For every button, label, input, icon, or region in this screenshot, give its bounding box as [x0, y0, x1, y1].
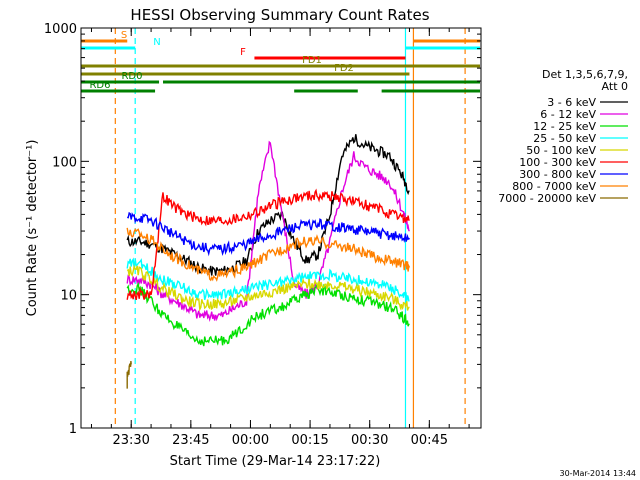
- y-tick-label: 1000: [44, 22, 77, 37]
- series-line: [126, 257, 410, 302]
- flag-label: F: [240, 47, 246, 58]
- chart-title: HESSI Observing Summary Count Rates: [130, 6, 429, 24]
- legend-label: 25 - 50 keV: [533, 132, 596, 145]
- series-line: [126, 211, 411, 257]
- x-tick-label: 00:30: [351, 433, 388, 448]
- flag-label: RD0: [121, 71, 142, 82]
- y-axis-label: Count Rate (s⁻¹ detector⁻¹): [25, 140, 40, 317]
- series-line: [126, 134, 410, 276]
- plot-area: S N F FD1 FD2 RD0 RD6: [81, 28, 480, 428]
- x-tick-label: 00:00: [232, 433, 269, 448]
- legend-label: 100 - 300 keV: [519, 156, 596, 169]
- legend-header: Det 1,3,5,6,7,9,: [542, 68, 628, 81]
- flag-label: FD2: [334, 63, 354, 74]
- legend-label: 3 - 6 keV: [547, 96, 596, 109]
- legend-header: Att 0: [602, 80, 628, 93]
- legend-label: 7000 - 20000 keV: [498, 192, 596, 205]
- x-tick-label: 00:15: [291, 433, 328, 448]
- legend-label: 300 - 800 keV: [519, 168, 596, 181]
- series-line: [126, 264, 410, 312]
- x-tick-label: 23:30: [112, 433, 149, 448]
- y-tick-label: 10: [60, 289, 77, 304]
- series-line: [126, 140, 410, 323]
- series-line: [126, 281, 410, 347]
- legend-label: 12 - 25 keV: [533, 120, 596, 133]
- y-tick-label: 1: [69, 422, 77, 437]
- plot-frame: [80, 27, 482, 429]
- flag-label: N: [153, 37, 160, 48]
- flag-label: RD6: [89, 80, 110, 91]
- series-line: [126, 360, 132, 389]
- x-axis-label: Start Time (29-Mar-14 23:17:22): [170, 454, 381, 469]
- y-axis: 1 10 100 1000: [44, 22, 481, 437]
- x-tick-label: 00:45: [411, 433, 448, 448]
- x-axis: 23:30 23:45 00:00 00:15 00:30 00:45: [90, 28, 470, 448]
- legend-label: 6 - 12 keV: [540, 108, 596, 121]
- y-tick-label: 100: [52, 155, 77, 170]
- flag-label: FD1: [302, 55, 322, 66]
- series-line: [126, 188, 410, 301]
- timestamp: 30-Mar-2014 13:44: [560, 469, 637, 478]
- legend-label: 800 - 7000 keV: [512, 180, 596, 193]
- legend-label: 50 - 100 keV: [526, 144, 596, 157]
- series-line: [126, 227, 411, 282]
- flag-label: S: [121, 30, 127, 41]
- x-tick-label: 23:45: [172, 433, 209, 448]
